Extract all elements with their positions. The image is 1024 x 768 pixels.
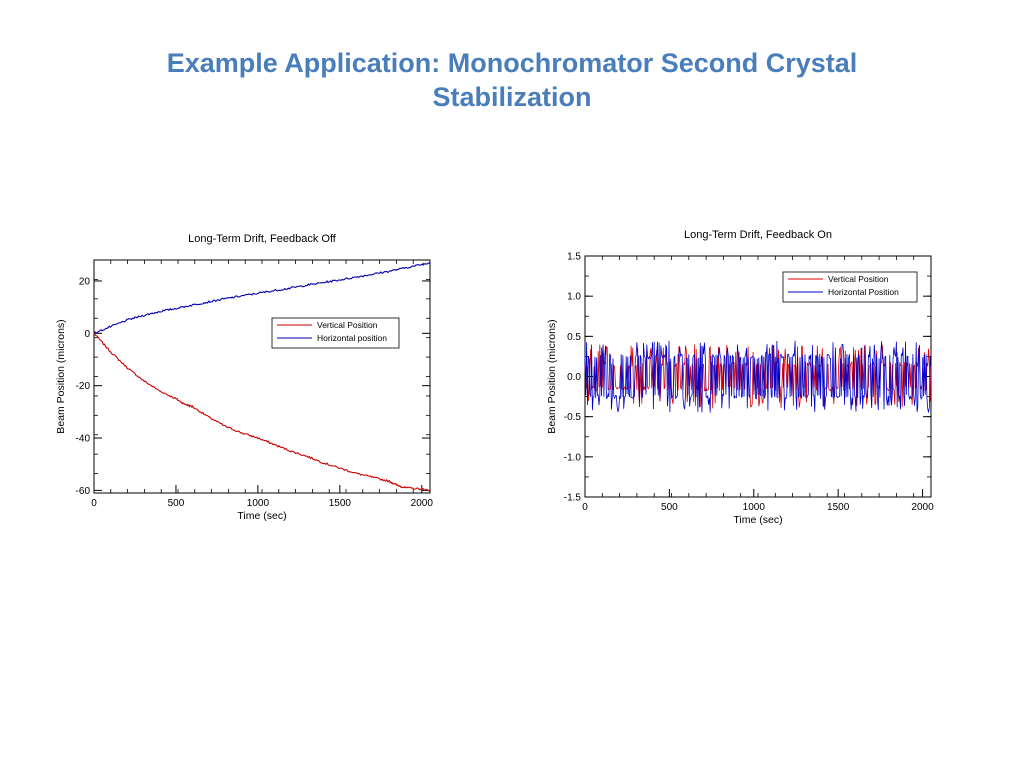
y-tick-label: 0.5: [567, 332, 581, 343]
chart-feedback-off: Long-Term Drift, Feedback Off 0 500 1000 150…: [50, 225, 440, 530]
chart-feedback-on-svg: Long-Term Drift, Feedback On 0 500 1000 1500…: [546, 229, 934, 526]
series-line-horizontal-position: [584, 340, 932, 413]
y-axis-label: Beam Position (microns): [55, 319, 67, 433]
x-tick-label: 500: [168, 498, 185, 509]
chart-title: Long-Term Drift, Feedback Off: [188, 233, 337, 245]
y-tick-label: -40: [76, 434, 91, 445]
x-tick-label: 0: [582, 502, 588, 513]
chart-title: Long-Term Drift, Feedback On: [684, 229, 832, 241]
series-line-horizontal-position: [93, 262, 431, 334]
x-tick-label: 1000: [743, 502, 766, 513]
x-tick-label: 500: [661, 502, 678, 513]
y-axis-label: Beam Position (microns): [546, 319, 558, 433]
legend: Vertical Position Horizontal position: [271, 317, 400, 349]
y-tick-label: -20: [76, 381, 91, 392]
legend-label: Vertical Position: [828, 274, 889, 284]
chart-feedback-on: Long-Term Drift, Feedback On 0 500 1000 1500…: [540, 220, 940, 530]
y-tick-label: -1.0: [564, 452, 582, 463]
slide-title-line-2: Stabilization: [432, 82, 592, 112]
slide-title-line-1: Example Application: Monochromator Secon…: [166, 48, 858, 78]
x-tick-label: 1500: [827, 502, 850, 513]
x-tick-label: 1000: [247, 498, 270, 509]
series-line-vertical-position: [93, 332, 431, 493]
y-tick-label: 1.5: [567, 252, 581, 263]
y-tick-label: 20: [79, 276, 91, 287]
plot-frame: [93, 259, 431, 494]
legend-label: Horizontal Position: [828, 287, 899, 297]
x-axis-label: Time (sec): [733, 514, 782, 526]
legend-label: Vertical Position: [317, 320, 378, 330]
legend-box: [782, 271, 918, 303]
y-tick-label: 0.0: [567, 372, 581, 383]
slide-title: Example Application: Monochromator Secon…: [60, 46, 964, 114]
y-tick-label: -0.5: [564, 412, 582, 423]
x-axis-label: Time (sec): [237, 510, 286, 522]
x-tick-label: 0: [91, 498, 97, 509]
y-tick-label: -1.5: [564, 493, 582, 504]
x-tick-label: 2000: [911, 502, 934, 513]
y-tick-label: -60: [76, 486, 91, 497]
chart-feedback-off-svg: Long-Term Drift, Feedback Off 0 500 1000 150…: [55, 233, 434, 522]
x-tick-label: 1500: [329, 498, 352, 509]
y-tick-label: 1.0: [567, 292, 581, 303]
legend-label: Horizontal position: [317, 333, 387, 343]
legend: Vertical Position Horizontal Position: [782, 271, 918, 303]
legend-box: [271, 317, 400, 349]
series-line-vertical-position: [584, 344, 932, 409]
y-tick-label: 0: [84, 329, 90, 340]
x-tick-label: 2000: [411, 498, 434, 509]
